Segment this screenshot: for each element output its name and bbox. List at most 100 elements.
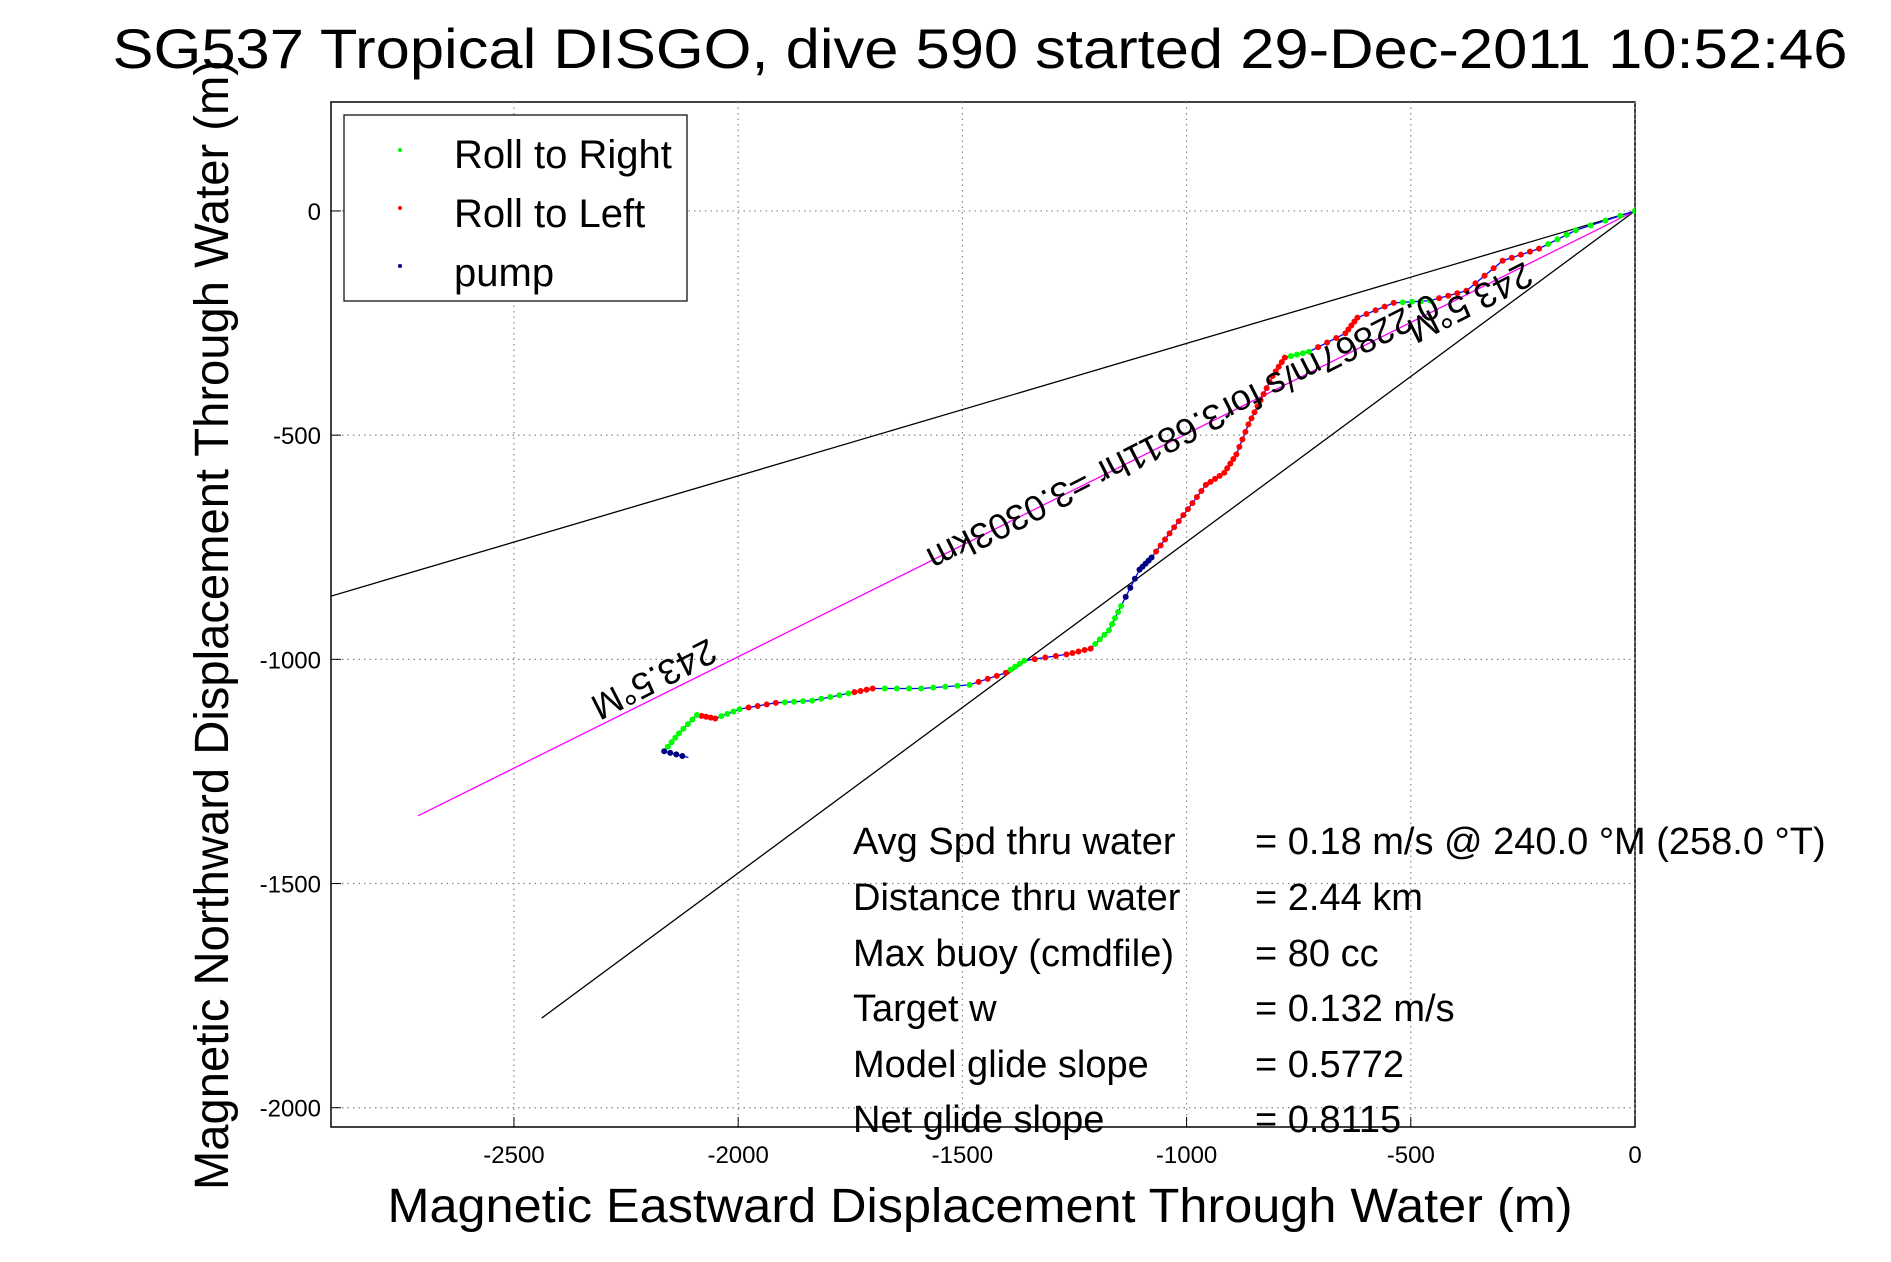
track-point [680,725,687,732]
lower-bound-line [541,210,1635,1019]
track-point [1118,602,1125,609]
track-point [667,749,674,756]
heading-line-line [417,210,1635,817]
track-point [1617,212,1624,219]
track-point [1131,575,1138,582]
track-point [1127,584,1134,591]
stat-label: Net glide slope [853,1099,1104,1141]
track-point [679,752,686,759]
stat-label: Max buoy (cmdfile) [853,933,1174,975]
legend-label-roll-left: Roll to Left [454,192,645,236]
track-point [863,686,870,693]
track-point [1463,287,1470,294]
track-point [1101,631,1108,638]
track-point [668,739,675,746]
track-point [1269,372,1276,379]
track-point [1193,494,1200,501]
track-point [703,713,710,720]
track-point [772,699,779,706]
track-point [975,678,982,685]
track-point [1112,615,1119,622]
track-point [1272,368,1279,375]
track-point [1445,292,1452,299]
track-point [1266,379,1273,386]
track-point [1526,248,1533,255]
track-point [1408,298,1415,305]
track-point [1153,548,1160,555]
track-point [1224,465,1231,472]
track-point [1281,354,1288,361]
track-point [1517,251,1524,258]
track-point [1306,348,1312,355]
track-point [1002,669,1009,676]
track-point [1016,660,1023,667]
x-tick-label: -1000 [1156,1142,1217,1169]
x-tick-label: -2000 [707,1142,768,1169]
track-point [1136,566,1143,573]
y-tick-label: -500 [273,423,321,450]
track-point [857,687,864,694]
legend-marker-roll-left [398,206,402,210]
track-point [712,715,719,722]
track-point [790,698,797,705]
track-point [1454,290,1461,297]
track-point [754,702,761,709]
track-point [918,685,925,692]
track-point [1381,303,1388,310]
track-point [1602,217,1609,224]
track-point [1372,307,1379,314]
track-point [836,692,843,699]
track-point [993,672,1000,679]
track-point [1287,353,1294,360]
track-point [664,743,671,750]
track-point [930,684,937,691]
stat-value: = 0.132 m/s [1255,988,1455,1030]
track-point [1254,403,1261,410]
stat-value: = 0.8115 [1255,1099,1401,1141]
x-tick-label: -1500 [932,1142,993,1169]
x-tick-label: 0 [1628,1142,1641,1169]
track-point [1202,481,1209,488]
track-point [1324,339,1331,346]
track-point [730,708,737,715]
track-point [1087,645,1094,652]
legend-marker-pump [398,264,402,268]
y-tick-label: -1000 [260,647,321,674]
track-point [1115,609,1122,616]
track-point [1490,265,1497,272]
track-point [1315,344,1322,351]
track-point [693,711,700,718]
track-point [673,751,680,758]
track-point [1106,627,1113,634]
track-point [1257,397,1264,404]
track-point [707,714,714,721]
track-point [1216,472,1223,479]
track-point [1363,310,1370,317]
track-point [1175,518,1182,525]
track-point [1063,651,1070,658]
track-point [1572,227,1579,234]
track-point [724,710,731,717]
chart-title: SG537 Tropical DISGO, dive 590 started 2… [113,17,1848,80]
track-point [1390,299,1397,306]
track-point [1075,648,1082,655]
stat-value: = 0.5772 [1255,1044,1404,1086]
track-point [763,701,770,708]
track-point [1031,656,1038,663]
track-point [1427,297,1434,304]
track-point [1096,636,1103,643]
track-point [1245,421,1252,428]
track-point [1233,451,1240,458]
track-point [1554,236,1561,243]
upper-bound-line [331,210,1635,597]
track-point [718,713,725,720]
track-point [881,685,888,692]
track-point [1248,415,1255,422]
track-point [1508,254,1515,261]
track-point [1263,385,1270,392]
track-point [1069,649,1076,656]
track-point [818,695,825,702]
x-tick-label: -2500 [483,1142,544,1169]
track-point [1012,663,1019,670]
